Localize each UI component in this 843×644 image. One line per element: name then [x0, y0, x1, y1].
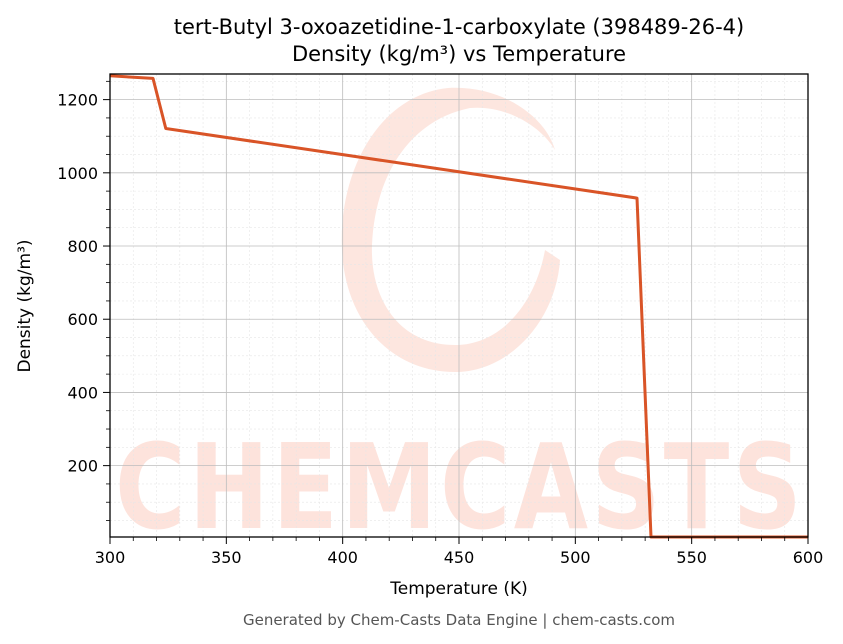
x-tick-label: 300 [95, 548, 126, 567]
y-tick-label: 1200 [57, 91, 98, 110]
chart-title: tert-Butyl 3-oxoazetidine-1-carboxylate … [174, 15, 744, 39]
x-tick-label: 350 [211, 548, 242, 567]
y-tick-label: 200 [67, 457, 98, 476]
y-tick-label: 600 [67, 310, 98, 329]
y-tick-label: 400 [67, 383, 98, 402]
x-axis-ticks: 300 350 400 450 500 550 600 [95, 537, 824, 567]
y-axis-label: Density (kg/m³) [15, 239, 35, 372]
watermark-swirl [341, 87, 560, 372]
watermark-text: CHEMCASTS [115, 418, 805, 556]
chart-subtitle: Density (kg/m³) vs Temperature [292, 42, 626, 66]
chemcasts-watermark: CHEMCASTS [115, 87, 805, 556]
x-tick-label: 400 [327, 548, 358, 567]
footer-credit: Generated by Chem-Casts Data Engine | ch… [243, 611, 675, 629]
y-axis-ticks: 200 400 600 800 1000 1200 [57, 80, 110, 521]
x-axis-label: Temperature (K) [389, 579, 528, 599]
y-tick-label: 800 [67, 237, 98, 256]
x-tick-label: 500 [560, 548, 591, 567]
x-tick-label: 550 [676, 548, 707, 567]
y-tick-label: 1000 [57, 164, 98, 183]
x-tick-label: 600 [793, 548, 824, 567]
x-tick-label: 450 [444, 548, 475, 567]
